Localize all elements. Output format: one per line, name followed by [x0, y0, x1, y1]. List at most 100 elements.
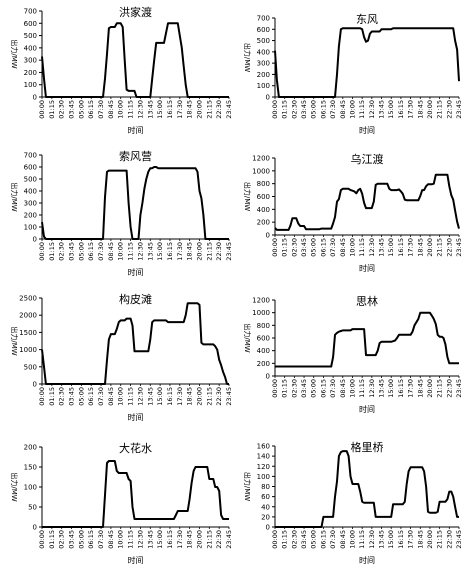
chart-panel-3: 索风营 0 100 200 300 400 500 600 700 出力/MW 00:00 01:15… — [10, 149, 233, 277]
x-tick-label: 16:15 — [166, 530, 174, 549]
y-tick-label: 0 — [266, 232, 270, 240]
y-tick-label: 40 — [261, 503, 270, 511]
x-tick-label: 01:15 — [281, 379, 289, 398]
x-tick-label: 17:30 — [407, 379, 415, 398]
x-tick-label: 00:00 — [38, 242, 46, 261]
x-tick-label: 03:45 — [68, 242, 76, 261]
x-tick-label: 06:15 — [87, 530, 95, 549]
x-tick-label: 02:30 — [290, 379, 298, 398]
x-tick-label: 20:00 — [195, 530, 203, 549]
x-axis-title: 时间 — [359, 125, 375, 135]
x-tick-label: 23:45 — [225, 242, 233, 261]
y-tick-label: 50 — [28, 504, 37, 512]
x-tick-label: 18:45 — [416, 100, 424, 119]
x-tick-label: 02:30 — [290, 530, 298, 549]
series-line — [41, 22, 229, 98]
y-tick-label: 400 — [24, 188, 37, 196]
x-tick-label: 01:15 — [48, 100, 56, 119]
x-tick-label: 21:15 — [205, 100, 213, 119]
y-tick-label: 1000 — [252, 309, 270, 317]
chart-title: 大花水 — [119, 441, 152, 455]
x-tick-label: 10:00 — [348, 379, 356, 398]
x-tick-label: 23:45 — [455, 530, 463, 549]
y-tick-label: 200 — [257, 71, 270, 79]
x-tick-label: 17:30 — [407, 530, 415, 549]
x-tick-label: 01:15 — [281, 238, 289, 257]
y-tick-label: 0 — [266, 524, 270, 532]
x-tick-label: 16:15 — [397, 238, 405, 257]
x-tick-label: 05:00 — [310, 379, 318, 398]
x-tick-label: 16:15 — [166, 242, 174, 261]
chart-panel-6: 思林 0 200 400 600 800 1000 1200 出力/MW 00:00 01:15 02… — [243, 294, 463, 414]
y-tick-label: 2000 — [19, 312, 37, 320]
y-tick-label: 100 — [257, 82, 270, 90]
y-tick-label: 0 — [33, 94, 37, 102]
chart-panel-5: 构皮滩 0 500 1000 1500 2000 2500 出力/MW 00:00 01:15 02… — [10, 292, 233, 422]
y-tick-label: 0 — [33, 524, 37, 532]
x-tick-label: 08:45 — [339, 238, 347, 257]
x-tick-label: 15:00 — [156, 100, 164, 119]
x-tick-label: 00:00 — [271, 530, 279, 549]
x-tick-label: 13:45 — [378, 238, 386, 257]
x-tick-label: 10:00 — [117, 530, 125, 549]
x-tick-label: 05:00 — [310, 100, 318, 119]
x-tick-label: 11:15 — [127, 530, 135, 549]
x-tick-label: 15:00 — [387, 530, 395, 549]
x-tick-label: 07:30 — [329, 100, 337, 119]
y-axis-title: 出力/MW — [10, 182, 19, 211]
x-tick-label: 02:30 — [290, 100, 298, 119]
x-tick-label: 22:30 — [215, 100, 223, 119]
x-tick-label: 11:15 — [358, 100, 366, 119]
x-tick-label: 16:15 — [166, 387, 174, 406]
y-tick-label: 20 — [261, 513, 270, 521]
x-tick-label: 16:15 — [397, 379, 405, 398]
x-tick-label: 08:45 — [339, 379, 347, 398]
x-tick-label: 13:45 — [146, 530, 154, 549]
x-tick-label: 05:00 — [77, 530, 85, 549]
y-axis-title: 出力/MW — [243, 323, 252, 352]
x-tick-label: 03:45 — [300, 530, 308, 549]
x-tick-label: 16:15 — [166, 100, 174, 119]
x-tick-label: 06:15 — [319, 100, 327, 119]
x-tick-label: 23:45 — [455, 379, 463, 398]
x-tick-label: 08:45 — [339, 100, 347, 119]
x-tick-label: 18:45 — [416, 379, 424, 398]
x-tick-label: 12:30 — [368, 238, 376, 257]
x-tick-label: 02:30 — [58, 387, 66, 406]
y-tick-label: 100 — [24, 224, 37, 232]
x-tick-label: 13:45 — [378, 379, 386, 398]
x-tick-label: 13:45 — [146, 100, 154, 119]
x-tick-label: 01:15 — [281, 100, 289, 119]
x-tick-label: 07:30 — [97, 100, 105, 119]
x-tick-label: 05:00 — [77, 242, 85, 261]
y-tick-label: 140 — [257, 453, 270, 461]
x-tick-label: 12:30 — [136, 387, 144, 406]
chart-panel-7: 大花水 0 50 100 150 200 出力/MW 00:00 01:15 02:30 03:45… — [10, 441, 233, 565]
x-tick-label: 12:30 — [136, 100, 144, 119]
y-tick-label: 0 — [266, 373, 270, 381]
x-tick-label: 21:15 — [205, 242, 213, 261]
y-tick-label: 0 — [33, 236, 37, 244]
x-tick-label: 05:00 — [77, 100, 85, 119]
x-tick-label: 23:45 — [225, 530, 233, 549]
y-tick-label: 100 — [257, 473, 270, 481]
x-tick-label: 08:45 — [107, 100, 115, 119]
y-axis-title: 出力/MW — [243, 182, 252, 211]
x-tick-label: 02:30 — [58, 530, 66, 549]
x-axis-title: 时间 — [359, 263, 375, 273]
x-axis-title: 时间 — [128, 267, 144, 277]
y-tick-label: 200 — [257, 360, 270, 368]
x-tick-label: 21:15 — [205, 530, 213, 549]
x-tick-label: 08:45 — [107, 530, 115, 549]
series-line — [274, 173, 460, 231]
y-axis-title: 出力/MW — [243, 472, 252, 501]
x-tick-label: 07:30 — [329, 379, 337, 398]
x-tick-label: 21:15 — [436, 238, 444, 257]
x-tick-label: 00:00 — [38, 530, 46, 549]
x-tick-label: 11:15 — [127, 242, 135, 261]
x-tick-label: 11:15 — [358, 379, 366, 398]
chart-title: 东风 — [356, 13, 378, 26]
chart-title: 索风营 — [119, 149, 152, 163]
x-tick-label: 01:15 — [281, 530, 289, 549]
